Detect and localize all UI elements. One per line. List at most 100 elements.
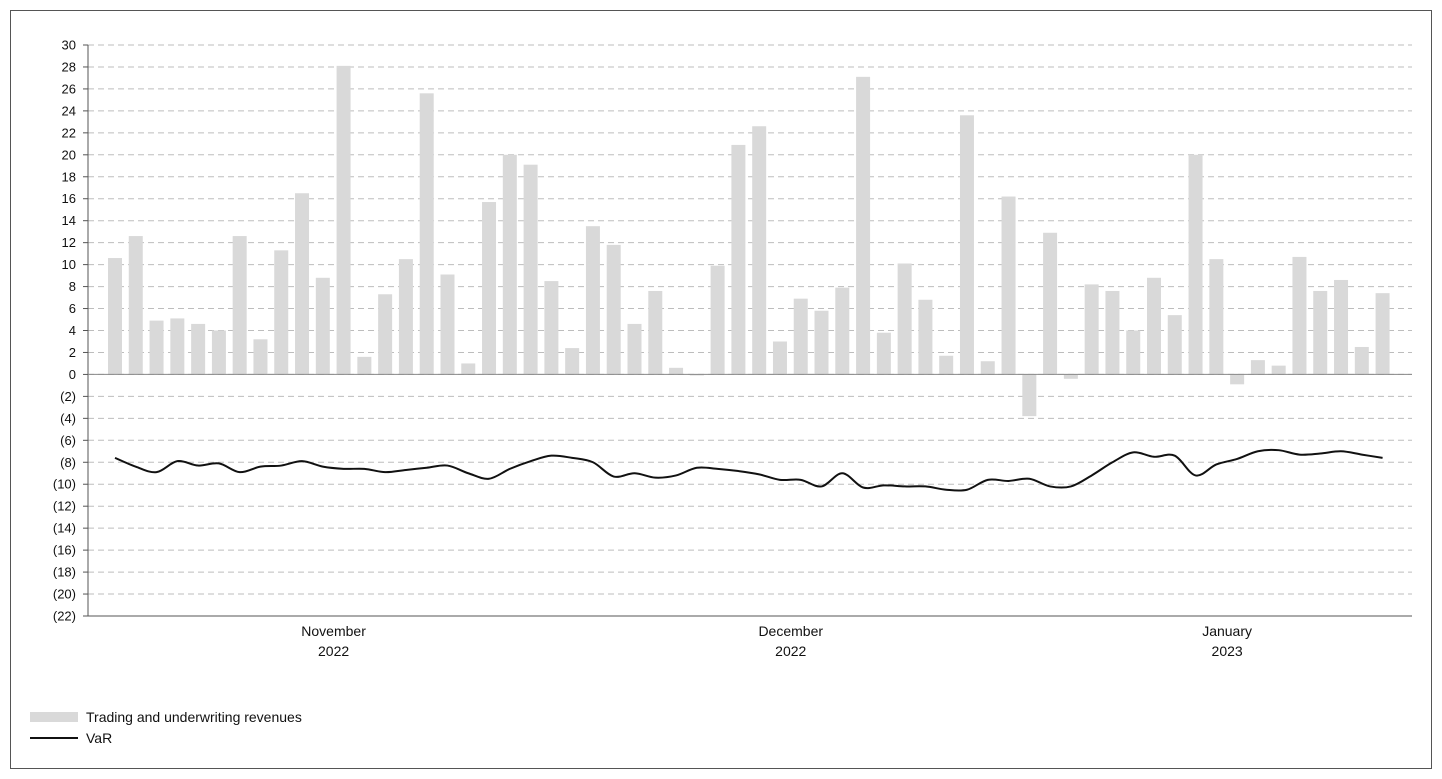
revenue-bar [835,287,850,375]
revenue-bar [357,356,372,375]
y-tick-label: (16) [53,543,76,558]
y-tick-label: 26 [62,81,76,96]
y-tick-label: 6 [69,301,76,316]
revenue-bar [461,363,476,375]
y-tick-label: 14 [62,213,76,228]
revenue-bar [523,164,538,375]
y-tick-label: 0 [69,367,76,382]
revenue-bar [1167,315,1182,375]
x-label-year: 2023 [1212,643,1243,659]
y-tick-label: 28 [62,59,76,74]
revenue-bar [419,93,434,375]
revenue-bar [191,323,206,375]
revenue-bar [585,226,600,375]
revenue-bar [1334,279,1349,375]
y-tick-label: (22) [53,609,76,624]
x-label-month: January [1202,623,1252,639]
chart-frame [10,10,1432,769]
y-tick-label: 12 [62,235,76,250]
revenue-bar [440,274,455,375]
revenue-bar [482,202,497,375]
legend: Trading and underwriting revenues VaR [30,707,302,749]
revenue-bar [1209,259,1224,375]
revenue-bar [295,193,310,375]
y-tick-label: (12) [53,499,76,514]
revenue-bar [648,290,663,375]
y-tick-label: (6) [60,433,76,448]
revenue-bar [772,341,787,375]
revenue-bar [1063,374,1078,379]
revenue-bar [1292,256,1307,375]
revenue-bar [1230,374,1245,385]
revenue-bar [170,318,185,375]
revenue-bar [565,348,580,375]
revenue-bar [731,144,746,375]
revenue-bar [793,298,808,375]
revenue-bar [1375,293,1390,375]
y-tick-label: 30 [62,38,76,53]
revenue-bar [1354,346,1369,375]
x-label-year: 2022 [775,643,806,659]
revenue-bar [689,374,704,376]
x-label-year: 2022 [318,643,349,659]
y-tick-label: 4 [69,323,76,338]
revenue-bar [398,259,413,375]
revenue-bar [669,367,684,375]
y-tick-label: (8) [60,455,76,470]
revenue-bar [544,281,559,375]
revenue-bar [814,310,829,375]
legend-label-revenues: Trading and underwriting revenues [86,709,302,725]
x-label-month: November [301,623,366,639]
revenue-bar [856,76,871,375]
y-tick-label: (2) [60,389,76,404]
legend-swatch-bar [30,712,78,722]
revenue-bar [752,126,767,375]
y-tick-label: 16 [62,191,76,206]
revenue-bar [897,263,912,375]
revenue-bar [211,330,226,375]
revenue-bar [128,236,143,375]
revenue-bar [1147,277,1161,375]
revenue-var-chart: 302826242220181614121086420(2)(4)(6)(8)(… [53,38,1412,659]
revenue-bar [1313,290,1328,375]
revenue-bar [1022,374,1037,417]
y-tick-label: (20) [53,587,76,602]
revenue-bar [606,244,621,375]
revenue-bar [1271,365,1286,375]
legend-item-var: VaR [30,728,302,748]
revenue-bar [378,294,393,375]
y-tick-label: (14) [53,521,76,536]
revenue-bar [980,361,995,375]
revenue-bar [876,332,891,375]
revenue-bar [1001,196,1016,375]
var-line [114,448,1383,492]
revenue-bar [1188,154,1203,375]
revenue-bar [939,355,954,375]
revenue-bar [253,339,268,375]
y-tick-label: 20 [62,147,76,162]
revenue-bar [627,323,642,375]
revenue-bar [232,236,247,375]
revenue-bar [1105,290,1120,375]
y-tick-label: 10 [62,257,76,272]
revenue-bar [1250,360,1265,375]
y-tick-label: (18) [53,565,76,580]
y-tick-label: (4) [60,411,76,426]
y-tick-label: 2 [69,345,76,360]
revenue-bar [149,320,164,375]
revenue-bar [1043,232,1058,375]
revenue-bar [108,258,122,375]
y-tick-label: 18 [62,169,76,184]
legend-item-revenues: Trading and underwriting revenues [30,707,302,727]
x-label-month: December [758,623,823,639]
revenue-bars [108,65,1390,417]
revenue-bar [502,154,517,375]
revenue-bar [918,299,933,375]
y-tick-label: (10) [53,477,76,492]
revenue-bar [315,277,330,375]
y-tick-label: 24 [62,103,76,118]
legend-label-var: VaR [86,730,113,746]
y-axis-tick-labels: 302826242220181614121086420(2)(4)(6)(8)(… [53,38,76,624]
revenue-bar [1084,284,1099,375]
revenue-bar [1126,330,1141,375]
